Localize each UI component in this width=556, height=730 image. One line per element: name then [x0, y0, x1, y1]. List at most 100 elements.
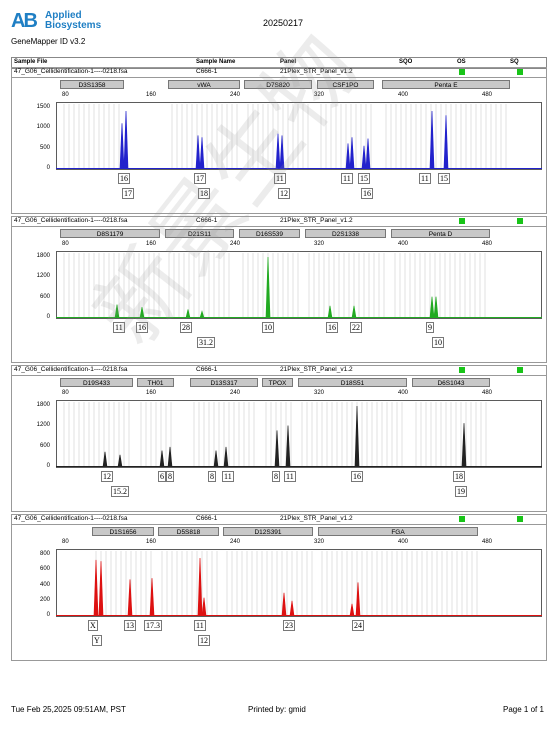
allele-call-label[interactable]: X — [88, 620, 98, 631]
allele-call-label[interactable]: 8 — [166, 471, 174, 482]
quality-flag-icon — [517, 69, 523, 75]
sample-name: C666-1 — [196, 515, 218, 522]
allele-call-label[interactable]: 22 — [350, 322, 362, 333]
allele-call-label[interactable]: 10 — [432, 337, 444, 348]
locus-bar[interactable]: D19S433 — [60, 378, 133, 387]
x-tick-label: 320 — [314, 539, 325, 545]
col-os: OS — [457, 59, 466, 65]
trace-plot — [56, 549, 542, 617]
locus-bar[interactable]: D1S1656 — [92, 527, 154, 536]
allele-call-label[interactable]: 10 — [262, 322, 274, 333]
x-tick-label: 240 — [230, 241, 241, 247]
trace-plot — [56, 102, 542, 170]
allele-call-label[interactable]: 24 — [352, 620, 364, 631]
allele-call-label[interactable]: 11 — [222, 471, 234, 482]
allele-call-label[interactable]: 17.3 — [144, 620, 162, 631]
allele-call-label[interactable]: 8 — [272, 471, 280, 482]
logo-line2: Biosystems — [45, 20, 102, 31]
sample-name: C666-1 — [196, 366, 218, 373]
peak — [429, 296, 435, 319]
allele-call-label[interactable]: 16 — [118, 173, 130, 184]
locus-bar[interactable]: D13S317 — [190, 378, 258, 387]
allele-call-label[interactable]: 15 — [438, 173, 450, 184]
allele-call-label[interactable]: 16 — [326, 322, 338, 333]
quality-flag-icon — [459, 367, 465, 373]
locus-bar[interactable]: D18S51 — [298, 378, 407, 387]
electropherogram-panel: 47_G06_Cellidentification-1----0218.fsa C… — [11, 365, 547, 512]
x-tick-label: 480 — [482, 241, 493, 247]
locus-bar[interactable]: TH01 — [137, 378, 174, 387]
x-tick-label: 480 — [482, 539, 493, 545]
peak — [98, 561, 104, 617]
x-tick-label: 160 — [146, 241, 157, 247]
locus-bar[interactable]: FGA — [318, 527, 478, 536]
allele-call-label[interactable]: 28 — [180, 322, 192, 333]
allele-call-label[interactable]: 31.2 — [197, 337, 215, 348]
locus-bar[interactable]: D5S818 — [158, 527, 219, 536]
allele-call-label[interactable]: 18 — [453, 471, 465, 482]
allele-call-label[interactable]: 16 — [136, 322, 148, 333]
allele-call-label[interactable]: Y — [92, 635, 102, 646]
locus-bar[interactable]: Penta D — [391, 229, 490, 238]
allele-call-label[interactable]: 11 — [113, 322, 125, 333]
allele-call-label[interactable]: 18 — [198, 188, 210, 199]
x-tick-label: 320 — [314, 241, 325, 247]
allele-call-label[interactable]: 11 — [194, 620, 206, 631]
x-tick-label: 480 — [482, 92, 493, 98]
panel-name: 21Plex_STR_Panel_v1.2 — [280, 68, 353, 75]
sample-file: 47_G06_Cellidentification-1----0218.fsa — [14, 68, 128, 75]
allele-call-label[interactable]: 6 — [158, 471, 166, 482]
allele-call-label[interactable]: 13 — [124, 620, 136, 631]
allele-call-label[interactable]: 12 — [278, 188, 290, 199]
locus-bar[interactable]: D21S11 — [165, 229, 234, 238]
peak — [127, 579, 133, 617]
locus-bar[interactable]: D8S1179 — [60, 229, 160, 238]
plot-frame — [56, 251, 542, 319]
allele-call-label[interactable]: 12 — [198, 635, 210, 646]
sample-info-row: 47_G06_Cellidentification-1----0218.fsa C… — [12, 217, 546, 227]
y-tick-label: 400 — [39, 581, 50, 588]
allele-call-label[interactable]: 11 — [274, 173, 286, 184]
peak — [119, 123, 125, 170]
peak — [349, 137, 355, 170]
locus-bar[interactable]: D2S1338 — [305, 229, 386, 238]
y-tick-label: 1200 — [36, 273, 50, 280]
peak — [327, 305, 333, 319]
locus-bar[interactable]: vWA — [168, 80, 240, 89]
locus-bar[interactable]: TPOX — [262, 378, 293, 387]
allele-call-label[interactable]: 9 — [426, 322, 434, 333]
peak — [167, 446, 173, 468]
allele-call-label[interactable]: 19 — [455, 486, 467, 497]
plot-frame — [56, 102, 542, 170]
report-date: 20250217 — [263, 18, 304, 28]
x-tick-label: 80 — [62, 390, 69, 396]
locus-bar[interactable]: CSF1PO — [317, 80, 374, 89]
y-tick-label: 600 — [39, 442, 50, 449]
sample-name: C666-1 — [196, 68, 218, 75]
allele-call-label[interactable]: 17 — [194, 173, 206, 184]
locus-bar[interactable]: D16S539 — [239, 229, 300, 238]
allele-call-label[interactable]: 15 — [358, 173, 370, 184]
locus-bar[interactable]: D3S1358 — [60, 80, 124, 89]
y-tick-label: 1800 — [36, 402, 50, 408]
allele-call-label[interactable]: 15.2 — [111, 486, 129, 497]
allele-call-label[interactable]: 23 — [283, 620, 295, 631]
locus-bar[interactable]: D7S820 — [244, 80, 312, 89]
software-version: GeneMapper ID v3.2 — [11, 37, 86, 46]
locus-bar[interactable]: D6S1043 — [412, 378, 490, 387]
locus-bar[interactable]: Penta E — [382, 80, 510, 89]
locus-bar[interactable]: D12S391 — [223, 527, 313, 536]
allele-call-label[interactable]: 16 — [361, 188, 373, 199]
allele-call-label[interactable]: 11 — [419, 173, 431, 184]
panel-name: 21Plex_STR_Panel_v1.2 — [280, 515, 353, 522]
y-tick-label: 1000 — [36, 124, 50, 131]
allele-call-label[interactable]: 11 — [341, 173, 353, 184]
peak — [351, 305, 357, 319]
footer-timestamp: Tue Feb 25,2025 09:51AM, PST — [11, 705, 126, 714]
x-tick-label: 240 — [230, 390, 241, 396]
allele-call-label[interactable]: 17 — [122, 188, 134, 199]
allele-call-label[interactable]: 16 — [351, 471, 363, 482]
allele-call-label[interactable]: 8 — [208, 471, 216, 482]
allele-call-label[interactable]: 12 — [101, 471, 113, 482]
allele-call-label[interactable]: 11 — [284, 471, 296, 482]
